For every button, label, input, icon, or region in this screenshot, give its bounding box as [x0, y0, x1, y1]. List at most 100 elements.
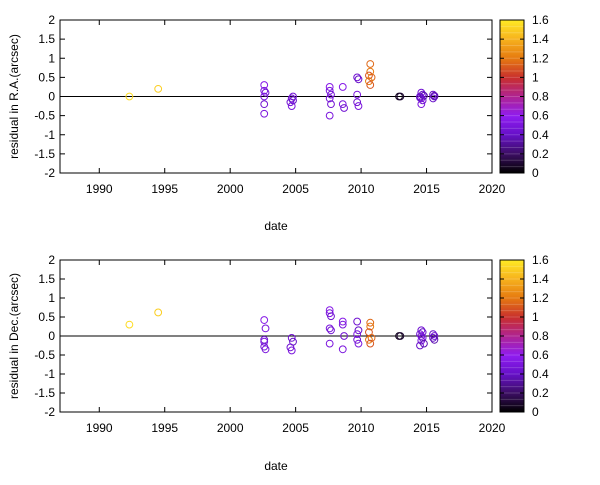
data-point: [417, 332, 426, 340]
data-point: [260, 109, 269, 118]
y-tick-label: 1: [48, 291, 55, 305]
data-point: [430, 332, 439, 340]
x-tick-label: 2020: [479, 182, 506, 196]
data-point: [261, 324, 270, 333]
data-point: [338, 83, 347, 91]
data-point: [260, 100, 269, 109]
data-point: [327, 100, 335, 109]
colorbar: 1.6 1.4 1.2 1 0.8 0.6 0.4 0.2 0: [499, 13, 549, 180]
data-point: [418, 328, 427, 337]
data-point: [287, 94, 296, 103]
data-point: [338, 100, 347, 109]
colorbar-tick-label: 0.2: [532, 147, 549, 161]
data-point: [417, 94, 426, 103]
colorbar-tick-label: 1: [532, 310, 539, 324]
y-tick-label: -1.5: [34, 147, 55, 161]
y-tick-label: -1.5: [34, 386, 55, 400]
data-point: [416, 341, 424, 350]
x-tick-label: 2015: [413, 421, 440, 435]
data-point: [367, 334, 376, 342]
data-point: [261, 88, 270, 97]
colorbar-tick-label: 0.4: [532, 128, 549, 142]
colorbar-tick-label: 1.4: [532, 32, 549, 46]
y-tick-label: -0.5: [34, 348, 55, 362]
y-axis-label: residual in Dec.(arcsec): [7, 273, 21, 399]
data-point: [420, 91, 428, 100]
data-point: [367, 73, 376, 82]
colorbar-tick-label: 0.4: [532, 367, 549, 381]
x-tick-label: 1990: [86, 421, 113, 435]
y-axis-label: residual in R.A.(arcsec): [7, 34, 21, 159]
data-point: [325, 324, 334, 333]
data-point: [325, 86, 334, 95]
data-point: [340, 332, 348, 340]
data-point: [366, 339, 375, 348]
x-tick-label: 2005: [282, 421, 309, 435]
y-tick-label: 0: [48, 90, 55, 104]
data-point: [353, 317, 362, 326]
data-point: [366, 67, 375, 76]
data-point: [338, 317, 347, 326]
data-point: [366, 81, 375, 89]
data-point: [365, 71, 373, 80]
colorbar: 1.6 1.4 1.2 1 0.8 0.6 0.4 0.2 0: [499, 253, 549, 419]
y-tick-label: 1.5: [38, 32, 55, 46]
chart-panel-2: 2 1.5 1 0.5 0 -0.5 -1 -1.5 -2 1990 1995 2000 2005 201…: [7, 253, 549, 473]
y-tick-label: -1: [44, 367, 55, 381]
colorbar-tick-label: 1: [532, 70, 539, 84]
data-point: [260, 86, 269, 95]
data-point: [260, 337, 269, 346]
x-tick-label: 2010: [348, 421, 375, 435]
data-point: [353, 73, 362, 82]
colorbar-tick-label: 0.8: [532, 90, 549, 104]
data-point: [366, 322, 375, 331]
colorbar-tick-label: 0.6: [532, 348, 549, 362]
data-point: [327, 326, 335, 335]
y-tick-label: -0.5: [34, 109, 55, 123]
data-point: [354, 339, 363, 348]
data-point: [365, 77, 373, 86]
y-tick-label: 0: [48, 329, 55, 343]
data-point: [354, 326, 363, 335]
data-point: [327, 312, 335, 321]
x-tick-label: 2000: [217, 182, 244, 196]
data-point: [417, 326, 426, 335]
data-point: [429, 90, 437, 99]
y-tick-label: -2: [44, 405, 55, 419]
data-point: [429, 330, 437, 339]
data-point: [154, 84, 163, 93]
x-tick-label: 1990: [86, 182, 113, 196]
data-point: [430, 335, 439, 344]
data-point: [338, 320, 347, 329]
data-point: [396, 92, 405, 101]
colorbar-tick-label: 1.2: [532, 51, 549, 65]
y-tick-label: 0.5: [38, 310, 55, 324]
colorbar-tick-label: 0: [532, 166, 539, 180]
data-point: [396, 332, 405, 340]
data-point: [325, 94, 334, 103]
data-point: [287, 102, 296, 110]
data-point: [260, 92, 269, 101]
colorbar-tick-label: 0.6: [532, 109, 549, 123]
y-tick-label: -1: [44, 128, 55, 142]
data-point: [353, 90, 362, 99]
data-point: [325, 83, 334, 91]
data-point: [260, 81, 269, 89]
data-point: [353, 98, 362, 107]
data-point: [338, 345, 347, 354]
data-point: [353, 335, 362, 344]
y-tick-label: 0.5: [38, 70, 55, 84]
x-tick-label: 2015: [413, 182, 440, 196]
data-point: [325, 111, 334, 120]
data-point: [366, 318, 375, 327]
colorbar-tick-label: 1.6: [532, 253, 549, 267]
y-tick-label: 1.5: [38, 272, 55, 286]
data-point: [154, 308, 163, 317]
data-point: [289, 96, 297, 105]
data-point: [261, 345, 270, 354]
x-tick-label: 2020: [479, 421, 506, 435]
y-tick-label: -2: [44, 166, 55, 180]
data-point: [429, 334, 437, 342]
chart-panel-1: 2 1.5 1 0.5 0 -0.5 -1 -1.5 -2 1990 1995 2000 2005 201…: [7, 13, 549, 233]
